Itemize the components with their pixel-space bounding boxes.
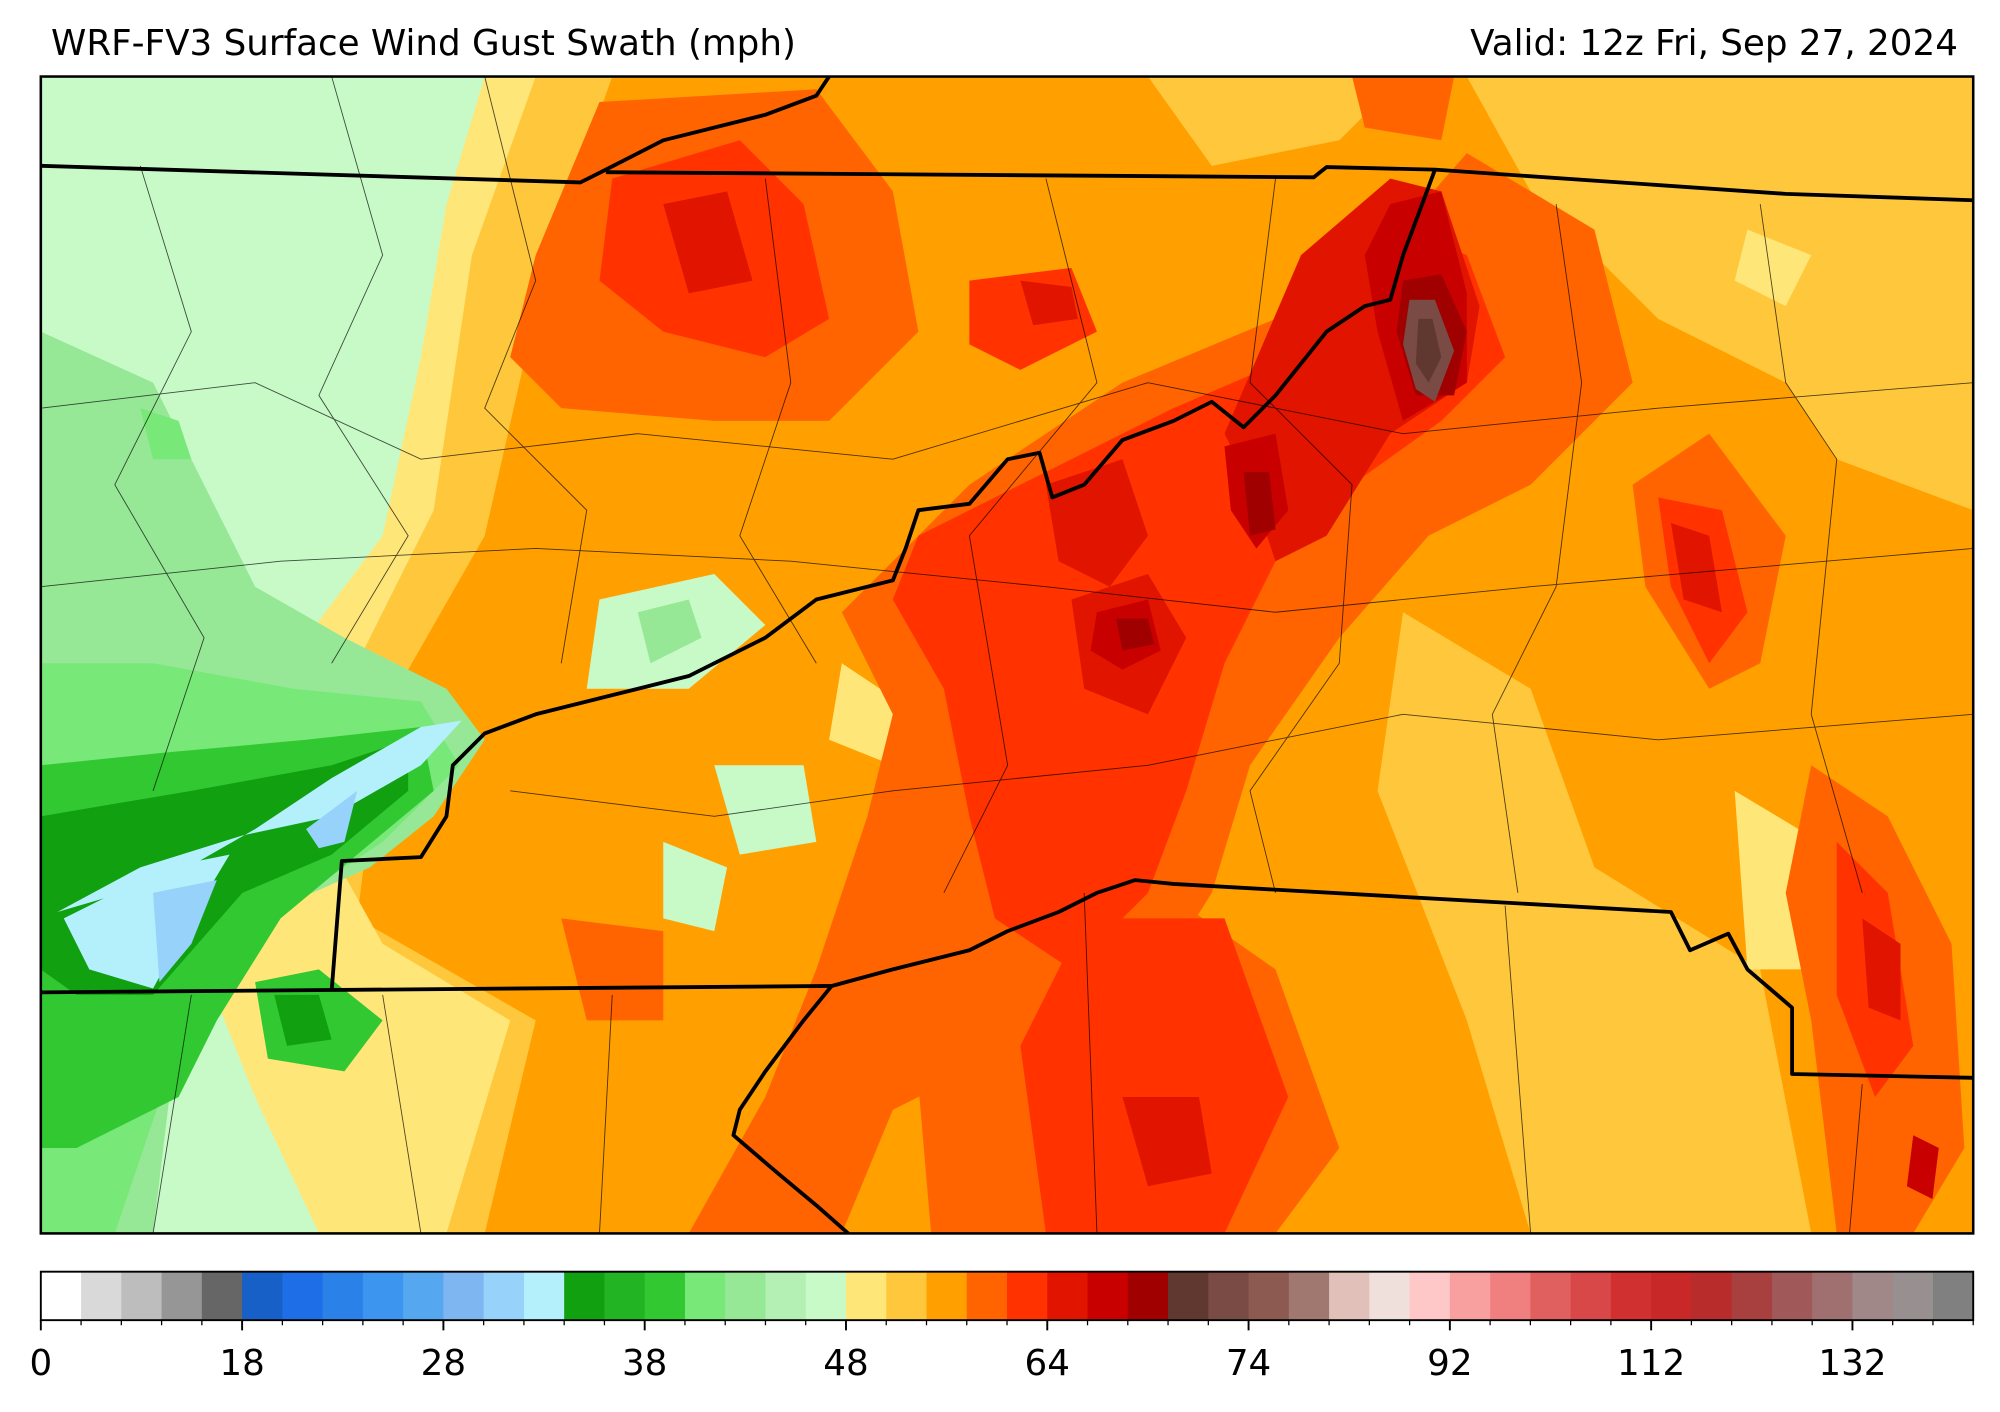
colorbar-segment [725,1271,767,1321]
colorbar-segment [1087,1271,1129,1321]
colorbar-tick-label: 28 [421,1343,466,1384]
state-borders [40,76,1974,1234]
colorbar-segment [644,1271,686,1321]
colorbar-segment [1651,1271,1693,1321]
colorbar-segment [1369,1271,1411,1321]
colorbar-segment [362,1271,404,1321]
colorbar-tick-label: 18 [219,1343,264,1384]
colorbar-segment [1007,1271,1048,1321]
colorbar-segment [201,1271,243,1321]
colorbar-segment [966,1271,1008,1321]
colorbar-segment [1892,1271,1934,1321]
colorbar-segment [1288,1271,1330,1321]
colorbar-tick-label: 64 [1025,1343,1070,1384]
colorbar-segment [886,1271,928,1321]
valid-time: Valid: 12z Fri, Sep 27, 2024 [1470,23,1958,64]
colorbar-segment [1409,1271,1451,1321]
gust-map [40,76,1974,1234]
colorbar-segment [1852,1271,1894,1321]
colorbar-segment [684,1271,726,1321]
colorbar-segment [1932,1271,1974,1321]
colorbar-segment [322,1271,364,1321]
colorbar-segment [765,1271,807,1321]
colorbar-segment [805,1271,847,1321]
colorbar-segment [845,1271,887,1321]
colorbar-segment [1329,1271,1370,1321]
colorbar-segment [1168,1271,1209,1321]
colorbar-segment [161,1271,203,1321]
colorbar-segment [1208,1271,1250,1321]
colorbar-tick-label: 74 [1226,1343,1271,1384]
colorbar-segment [1731,1271,1773,1321]
colorbar-segment [1691,1271,1733,1321]
colorbar-segment [1449,1271,1491,1321]
colorbar-segment [81,1271,122,1321]
colorbar-segment [1047,1271,1089,1321]
map-title: WRF-FV3 Surface Wind Gust Swath (mph) [51,23,796,64]
colorbar-segment [282,1271,324,1321]
colorbar-segment [443,1271,485,1321]
colorbar-segment [523,1271,565,1321]
county-lines [40,76,1974,1234]
colorbar-tick-label: 92 [1427,1343,1472,1384]
colorbar-tick-label: 132 [1818,1343,1886,1384]
colorbar-tick-label: 38 [622,1343,667,1384]
colorbar-segment [40,1271,82,1321]
colorbar-segment [1812,1271,1854,1321]
colorbar-segment [1127,1271,1169,1321]
colorbar-segment [242,1271,284,1321]
colorbar-segment [1530,1271,1572,1321]
colorbar-segment [1570,1271,1612,1321]
colorbar-segment [564,1271,606,1321]
colorbar-tick-label: 0 [29,1343,52,1384]
colorbar-segment [403,1271,445,1321]
colorbar-tick-label: 48 [823,1343,868,1384]
colorbar-segment [926,1271,968,1321]
colorbar-segment [604,1271,646,1321]
colorbar-segment [1490,1271,1532,1321]
map-frame [39,75,1975,1235]
colorbar: 0 18 28 38 48 64 74 92 112 132 [29,1270,1975,1384]
colorbar-segment [483,1271,525,1321]
colorbar-segment [1610,1271,1652,1321]
colorbar-segment [1771,1271,1813,1321]
colorbar-segment [121,1271,163,1321]
colorbar-segment [1248,1271,1290,1321]
colorbar-tick-label: 112 [1617,1343,1685,1384]
